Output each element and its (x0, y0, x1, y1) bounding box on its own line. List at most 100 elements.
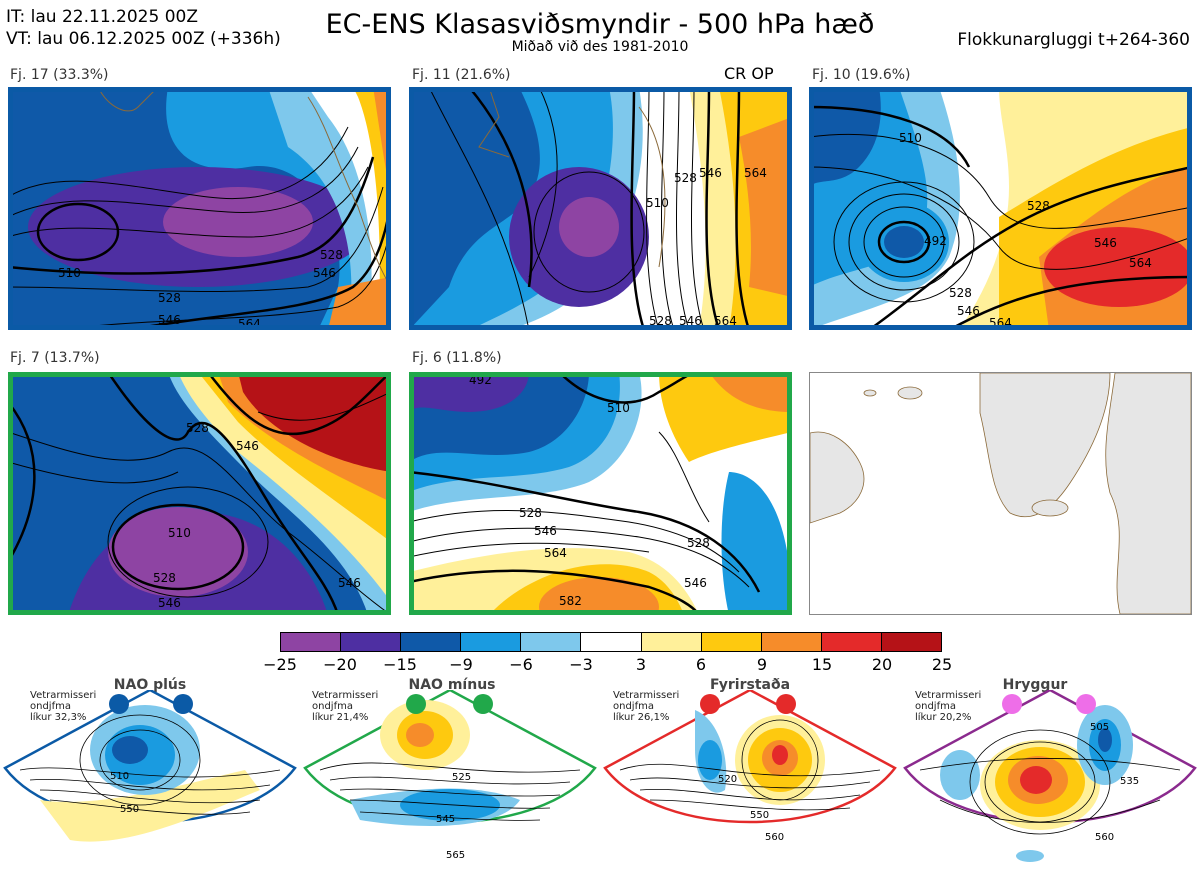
colorbar-tick: −20 (323, 655, 357, 674)
contour-label: 528 (949, 286, 972, 300)
colorbar-tick: 9 (756, 655, 768, 674)
regime-contour-label: 510 (110, 771, 129, 782)
cluster-label-1: Fj. 17 (33.3%) (10, 67, 109, 83)
contour-label: 564 (714, 314, 737, 328)
regime-title-nao-plus: NAO plús (113, 677, 187, 693)
contour-label: 546 (1094, 236, 1117, 250)
regime-title-ridge: Hryggur (1002, 677, 1068, 693)
contour-label: 510 (58, 266, 81, 280)
regime-contour-label: 560 (1095, 832, 1114, 843)
cluster-map-10[interactable]: 492 510 528 546 564 528 546 564 (809, 87, 1192, 330)
anomaly-map-10: 492 510 528 546 564 528 546 564 (809, 87, 1192, 330)
contour-label: 546 (236, 439, 259, 453)
contour-label: 510 (168, 526, 191, 540)
contour-label: 510 (646, 196, 669, 210)
regime-contour-label: 535 (1120, 776, 1139, 787)
cluster-map-11[interactable]: 528 546 564 510 528 546 564 (409, 87, 792, 330)
regime-map-ridge[interactable]: 505 535 560 (900, 690, 1200, 871)
contour-label: 564 (744, 166, 767, 180)
colorbar-swatch (821, 633, 882, 651)
colorbar-swatch (401, 633, 462, 651)
contour-label: 492 (924, 234, 947, 248)
cluster-label-2: Fj. 11 (21.6%) (412, 67, 511, 83)
contour-label: 546 (338, 576, 361, 590)
regime-map-block[interactable]: 520 550 560 (600, 690, 900, 871)
cluster-map-7[interactable]: 510 528 546 528 546 546 (8, 372, 391, 615)
colorbar-tick: −6 (509, 655, 533, 674)
anomaly-map-11: 528 546 564 510 528 546 564 (409, 87, 792, 330)
contour-label: 528 (158, 291, 181, 305)
regime-title-block: Fyrirstaða (709, 677, 791, 693)
regime-note-block: Vetrarmisseri ondjfma líkur 26,1% (613, 690, 680, 723)
colorbar-tick: −9 (449, 655, 473, 674)
cluster-label-5: Fj. 6 (11.8%) (412, 350, 502, 366)
contour-label: 564 (1129, 256, 1152, 270)
cluster-border-10 (809, 87, 1192, 330)
contour-label: 528 (1027, 199, 1050, 213)
contour-label: 546 (158, 313, 181, 327)
cluster-border-7 (8, 372, 391, 615)
colorbar-swatch (461, 633, 522, 651)
contour-label: 546 (158, 596, 181, 610)
regime-contour-label: 565 (446, 850, 465, 861)
cr-op-badge: CR OP (724, 64, 774, 83)
anomaly-map-6: 528 546 564 582 528 546 510 492 (409, 372, 792, 615)
header-info: IT: lau 22.11.2025 00Z VT: lau 06.12.202… (6, 6, 281, 50)
regime-title-nao-minus: NAO mínus (408, 677, 496, 693)
regime-contour-label: 520 (718, 774, 737, 785)
colorbar-tick: 3 (635, 655, 647, 674)
cluster-border-6 (409, 372, 792, 615)
contour-label: 528 (153, 571, 176, 585)
contour-label: 546 (679, 314, 702, 328)
colorbar-tick: −15 (383, 655, 417, 674)
colorbar (280, 632, 942, 652)
contour-label: 528 (320, 248, 343, 262)
colorbar-tick: 25 (931, 655, 953, 674)
regime-contour-label: 545 (436, 814, 455, 825)
contour-label: 510 (899, 131, 922, 145)
colorbar-tick: 6 (695, 655, 707, 674)
regime-note-ridge: Vetrarmisseri ondjfma líkur 20,2% (915, 690, 982, 723)
regime-note-nao-minus: Vetrarmisseri ondjfma líkur 21,4% (312, 690, 379, 723)
cluster-map-6[interactable]: 528 546 564 582 528 546 510 492 (409, 372, 792, 615)
cluster-border-17 (8, 87, 391, 330)
regime-map-nao-minus[interactable]: 525 545 565 (300, 690, 600, 871)
colorbar-tick: −25 (263, 655, 297, 674)
regime-map-nao-plus[interactable]: 510 550 (0, 690, 300, 871)
contour-label: 528 (687, 536, 710, 550)
page-title: EC-ENS Klasasviðsmyndir - 500 hPa hæð (325, 9, 875, 40)
contour-label: 510 (607, 401, 630, 415)
colorbar-tick: −3 (569, 655, 593, 674)
regime-contour-label: 505 (1090, 722, 1109, 733)
cluster-border-11 (409, 87, 792, 330)
contour-label: 582 (559, 594, 582, 608)
colorbar-swatch (701, 633, 762, 651)
contour-label: 546 (957, 304, 980, 318)
regime-note-nao-plus: Vetrarmisseri ondjfma líkur 32,3% (30, 690, 97, 723)
contour-label: 528 (186, 421, 209, 435)
colorbar-swatch (761, 633, 822, 651)
cluster-map-17[interactable]: 510 528 546 564 528 546 (8, 87, 391, 330)
colorbar-tick: 20 (871, 655, 893, 674)
colorbar-swatch (341, 633, 402, 651)
contour-label: 528 (519, 506, 542, 520)
regime-contour-label: 550 (120, 804, 139, 815)
regime-contour-label: 560 (765, 832, 784, 843)
anomaly-map-17: 510 528 546 564 528 546 (8, 87, 391, 330)
contour-label: 528 (649, 314, 672, 328)
vt-line: VT: lau 06.12.2025 00Z (+336h) (6, 29, 281, 49)
page-subtitle: Miðað við des 1981-2010 (511, 39, 689, 55)
colorbar-swatch (281, 633, 342, 651)
it-line: IT: lau 22.11.2025 00Z (6, 7, 198, 27)
colorbar-swatch (581, 633, 642, 651)
colorbar-swatch (521, 633, 582, 651)
contour-label: 564 (544, 546, 567, 560)
colorbar-swatch (881, 633, 942, 651)
contour-label: 546 (699, 166, 722, 180)
contour-label: 546 (313, 266, 336, 280)
contour-label: 528 (674, 171, 697, 185)
contour-label: 546 (684, 576, 707, 590)
cluster-label-4: Fj. 7 (13.7%) (10, 350, 100, 366)
cluster-label-3: Fj. 10 (19.6%) (812, 67, 911, 83)
base-map-outline (810, 373, 1191, 614)
